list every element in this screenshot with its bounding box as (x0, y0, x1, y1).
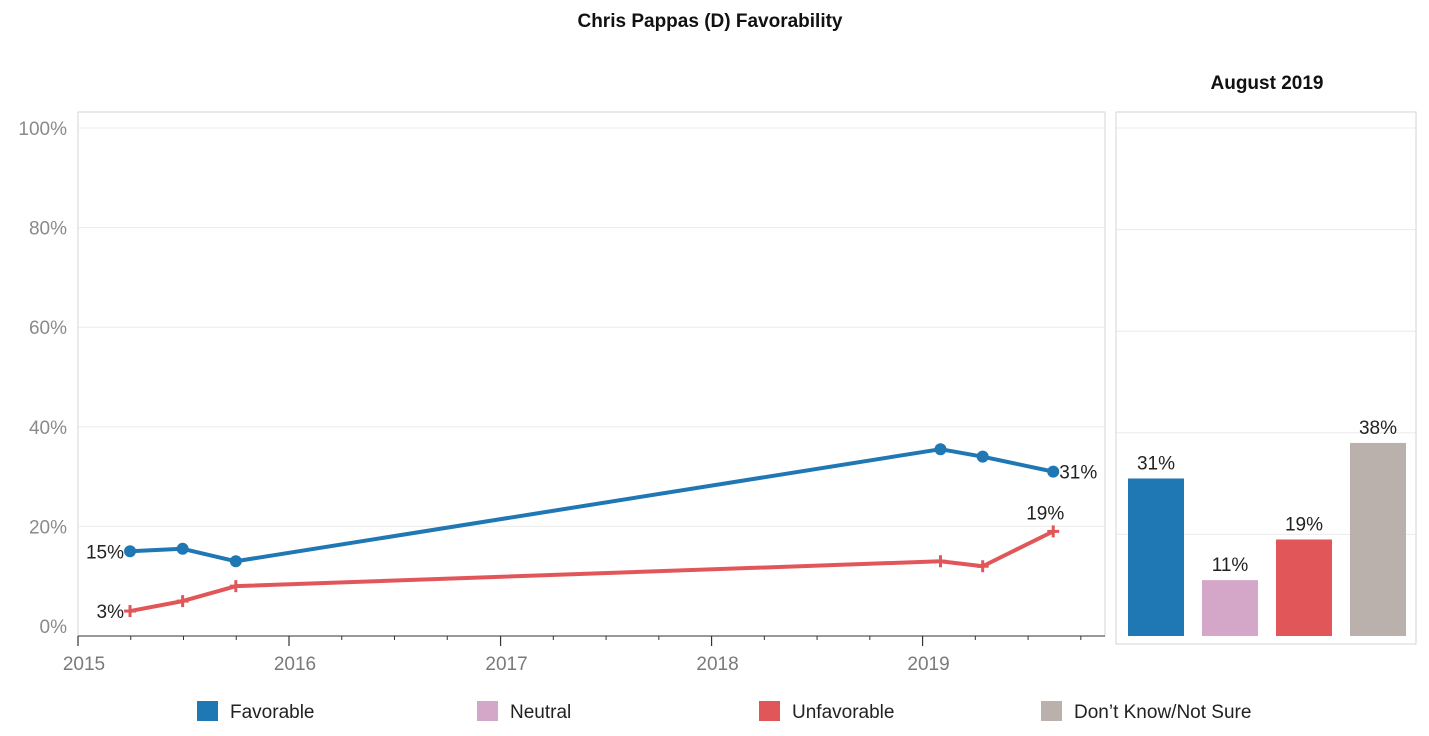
bar-plot-frame (1115, 111, 1417, 645)
y-tick-label: 0% (40, 617, 68, 638)
y-tick-label: 100% (18, 119, 67, 140)
data-point (229, 580, 242, 593)
data-point (124, 605, 137, 618)
legend-swatch (759, 701, 780, 721)
bar-value-label: 38% (1359, 418, 1397, 439)
y-tick-label: 20% (29, 517, 67, 538)
x-tick-label: 2019 (907, 654, 949, 675)
bar-value-label: 19% (1285, 514, 1323, 535)
bar-2 (1202, 580, 1258, 636)
series-line-unfavorable (128, 529, 1056, 614)
x-tick-label: 2018 (696, 654, 738, 675)
legend-swatch (1041, 701, 1062, 721)
data-point (1047, 465, 1060, 478)
data-label: 3% (97, 602, 125, 623)
legend-swatch (197, 701, 218, 721)
bar-1 (1128, 478, 1184, 636)
data-label: 31% (1059, 463, 1097, 484)
bar-3 (1276, 539, 1332, 636)
x-tick-label: 2017 (485, 654, 527, 675)
legend-label: Unfavorable (792, 702, 894, 723)
data-point (176, 542, 189, 555)
y-tick-label: 60% (29, 318, 67, 339)
data-point (176, 595, 189, 608)
bar-value-label: 11% (1212, 555, 1249, 576)
data-label: 19% (1026, 503, 1064, 524)
legend-label: Don’t Know/Not Sure (1074, 702, 1251, 723)
data-point (934, 443, 947, 456)
data-point (976, 450, 989, 463)
series-line-favorable (128, 447, 1056, 564)
legend: Favorable Neutral Unfavorable Don’t Know/No… (197, 701, 1251, 723)
legend-label: Favorable (230, 702, 315, 723)
legend-label: Neutral (510, 702, 571, 723)
data-point (1047, 525, 1060, 538)
x-tick-label: 2015 (63, 654, 105, 675)
bar-chart-title: August 2019 (1211, 73, 1324, 94)
bar-chart-panel: 31% 11% 19% 38% (1115, 111, 1417, 645)
data-label: 15% (86, 542, 124, 563)
bar-4 (1350, 442, 1406, 636)
data-point (229, 555, 242, 568)
x-tick-label: 2016 (274, 654, 316, 675)
data-point (976, 560, 989, 573)
legend-swatch (477, 701, 498, 721)
data-point (934, 555, 947, 568)
y-tick-label: 40% (29, 418, 67, 439)
chart-title: Chris Pappas (D) Favorability (577, 11, 842, 32)
bar-value-label: 31% (1137, 454, 1175, 475)
data-point (124, 545, 137, 558)
y-tick-label: 80% (29, 219, 67, 240)
line-chart-panel: 0% 20% 40% 60% 80% 100% 2015 2016 2017 2018 2019 15… (18, 111, 1106, 675)
